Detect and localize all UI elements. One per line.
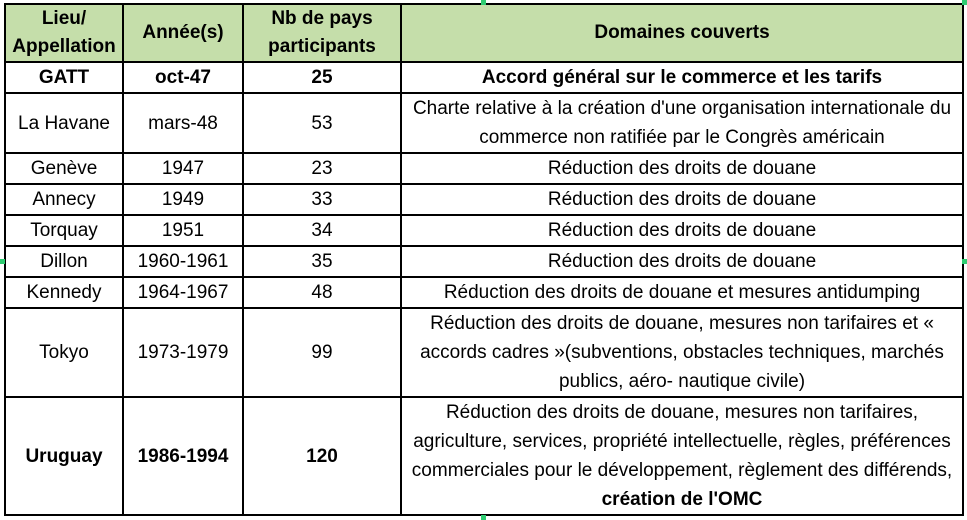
- cell-lieu: Tokyo: [4, 307, 124, 398]
- cell-domaines-emphasis: création de l'OMC: [601, 489, 763, 510]
- cell-annee: oct-47: [122, 61, 244, 94]
- cell-annee: 1960-1961: [122, 245, 244, 278]
- header-domaines: Domaines couverts: [400, 3, 964, 63]
- cell-lieu: Kennedy: [4, 276, 124, 309]
- cell-nb: 25: [242, 61, 402, 94]
- header-lieu: Lieu/ Appellation: [4, 3, 124, 63]
- table-row: Uruguay 1986-1994 120 Réduction des droi…: [4, 396, 964, 516]
- cell-lieu: Genève: [4, 152, 124, 185]
- header-row: Lieu/ Appellation Année(s) Nb de pays pa…: [4, 3, 964, 63]
- cell-domaines: Réduction des droits de douane, mesures …: [400, 396, 964, 516]
- cell-domaines: Réduction des droits de douane, mesures …: [400, 307, 964, 398]
- table-row: Annecy 1949 33 Réduction des droits de d…: [4, 183, 964, 216]
- cell-lieu: Uruguay: [4, 396, 124, 516]
- cell-domaines: Réduction des droits de douane: [400, 152, 964, 185]
- header-annee: Année(s): [122, 3, 244, 63]
- cell-lieu: Dillon: [4, 245, 124, 278]
- table-row: Genève 1947 23 Réduction des droits de d…: [4, 152, 964, 185]
- cell-domaines: Accord général sur le commerce et les ta…: [400, 61, 964, 94]
- cell-nb: 33: [242, 183, 402, 216]
- table-row: GATT oct-47 25 Accord général sur le com…: [4, 61, 964, 94]
- table-row: Tokyo 1973-1979 99 Réduction des droits …: [4, 307, 964, 398]
- table-row: La Havane mars-48 53 Charte relative à l…: [4, 92, 964, 154]
- cell-nb: 53: [242, 92, 402, 154]
- cell-nb: 34: [242, 214, 402, 247]
- cell-nb: 99: [242, 307, 402, 398]
- cell-annee: 1947: [122, 152, 244, 185]
- cell-annee: mars-48: [122, 92, 244, 154]
- cell-annee: 1949: [122, 183, 244, 216]
- cell-domaines-text: Réduction des droits de douane, mesures …: [411, 402, 953, 481]
- cell-annee: 1986-1994: [122, 396, 244, 516]
- cell-lieu: Torquay: [4, 214, 124, 247]
- cell-lieu: La Havane: [4, 92, 124, 154]
- table-row: Kennedy 1964-1967 48 Réduction des droit…: [4, 276, 964, 309]
- cell-nb: 35: [242, 245, 402, 278]
- table-row: Dillon 1960-1961 35 Réduction des droits…: [4, 245, 964, 278]
- cell-nb: 48: [242, 276, 402, 309]
- cell-lieu: Annecy: [4, 183, 124, 216]
- cell-annee: 1964-1967: [122, 276, 244, 309]
- cell-domaines: Réduction des droits de douane: [400, 214, 964, 247]
- table-row: Torquay 1951 34 Réduction des droits de …: [4, 214, 964, 247]
- cell-annee: 1973-1979: [122, 307, 244, 398]
- resize-handle-top-right[interactable]: [962, 0, 967, 5]
- cell-lieu: GATT: [4, 61, 124, 94]
- resize-handle-bottom[interactable]: [481, 515, 486, 520]
- header-nb-pays: Nb de pays participants: [242, 3, 402, 63]
- cell-domaines: Réduction des droits de douane et mesure…: [400, 276, 964, 309]
- cell-domaines: Charte relative à la création d'une orga…: [400, 92, 964, 154]
- resize-handle-top[interactable]: [481, 0, 486, 5]
- resize-handle-right[interactable]: [962, 259, 967, 264]
- cell-annee: 1951: [122, 214, 244, 247]
- resize-handle-left[interactable]: [0, 259, 5, 264]
- cell-domaines: Réduction des droits de douane: [400, 183, 964, 216]
- cell-nb: 23: [242, 152, 402, 185]
- cell-domaines: Réduction des droits de douane: [400, 245, 964, 278]
- rounds-table: Lieu/ Appellation Année(s) Nb de pays pa…: [4, 3, 964, 516]
- cell-nb: 120: [242, 396, 402, 516]
